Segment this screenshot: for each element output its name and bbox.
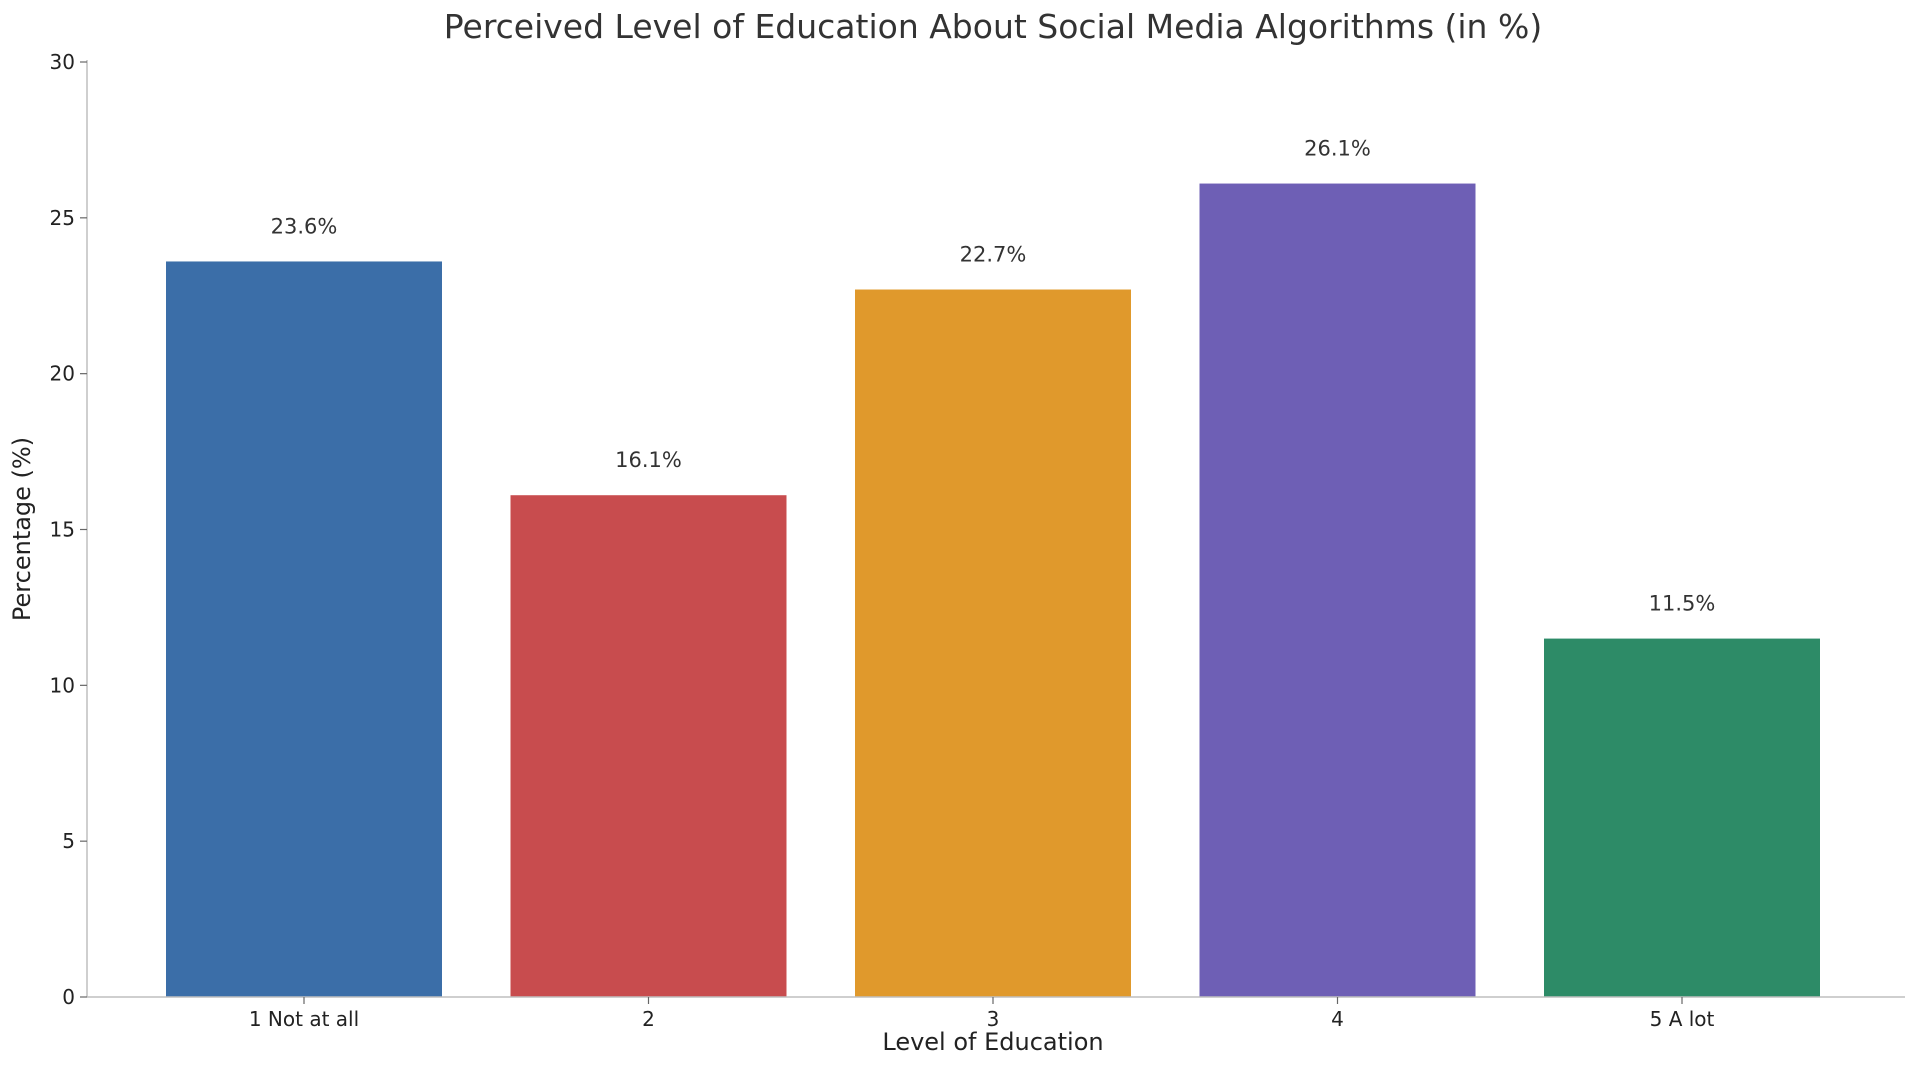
x-tick-label-4: 4	[1331, 1007, 1344, 1031]
bar-2	[510, 495, 787, 997]
x-tick-label-3: 3	[987, 1007, 1000, 1031]
data-label-5: 11.5%	[1649, 592, 1716, 616]
y-tick-label-0: 0	[62, 985, 75, 1009]
data-label-4: 26.1%	[1304, 137, 1371, 161]
data-label-1: 23.6%	[271, 214, 338, 238]
bar-3	[855, 289, 1131, 997]
y-axis-label: Percentage (%)	[8, 437, 36, 621]
chart-title: Perceived Level of Education About Socia…	[444, 7, 1542, 46]
y-tick-label-10: 10	[50, 673, 75, 697]
x-tick-label-5: 5 A lot	[1650, 1007, 1715, 1031]
data-label-3: 22.7%	[960, 243, 1027, 267]
bar-5	[1544, 638, 1820, 997]
bar-4	[1199, 183, 1476, 998]
x-tick-label-1: 1 Not at all	[249, 1007, 359, 1031]
y-tick-label-30: 30	[50, 50, 75, 74]
y-tick-label-5: 5	[62, 829, 75, 853]
x-tick-label-2: 2	[642, 1007, 655, 1031]
x-axis-label: Level of Education	[882, 1028, 1103, 1056]
y-tick-label-15: 15	[50, 518, 75, 542]
data-label-2: 16.1%	[615, 448, 682, 472]
plot-area: 23.6% 16.1% 22.7% 26.1% 11.5% 0 5 10 15 20 25 30 1 N…	[50, 50, 1905, 1031]
y-tick-label-25: 25	[50, 206, 75, 230]
bar-1	[166, 261, 442, 997]
y-tick-label-20: 20	[50, 362, 75, 386]
